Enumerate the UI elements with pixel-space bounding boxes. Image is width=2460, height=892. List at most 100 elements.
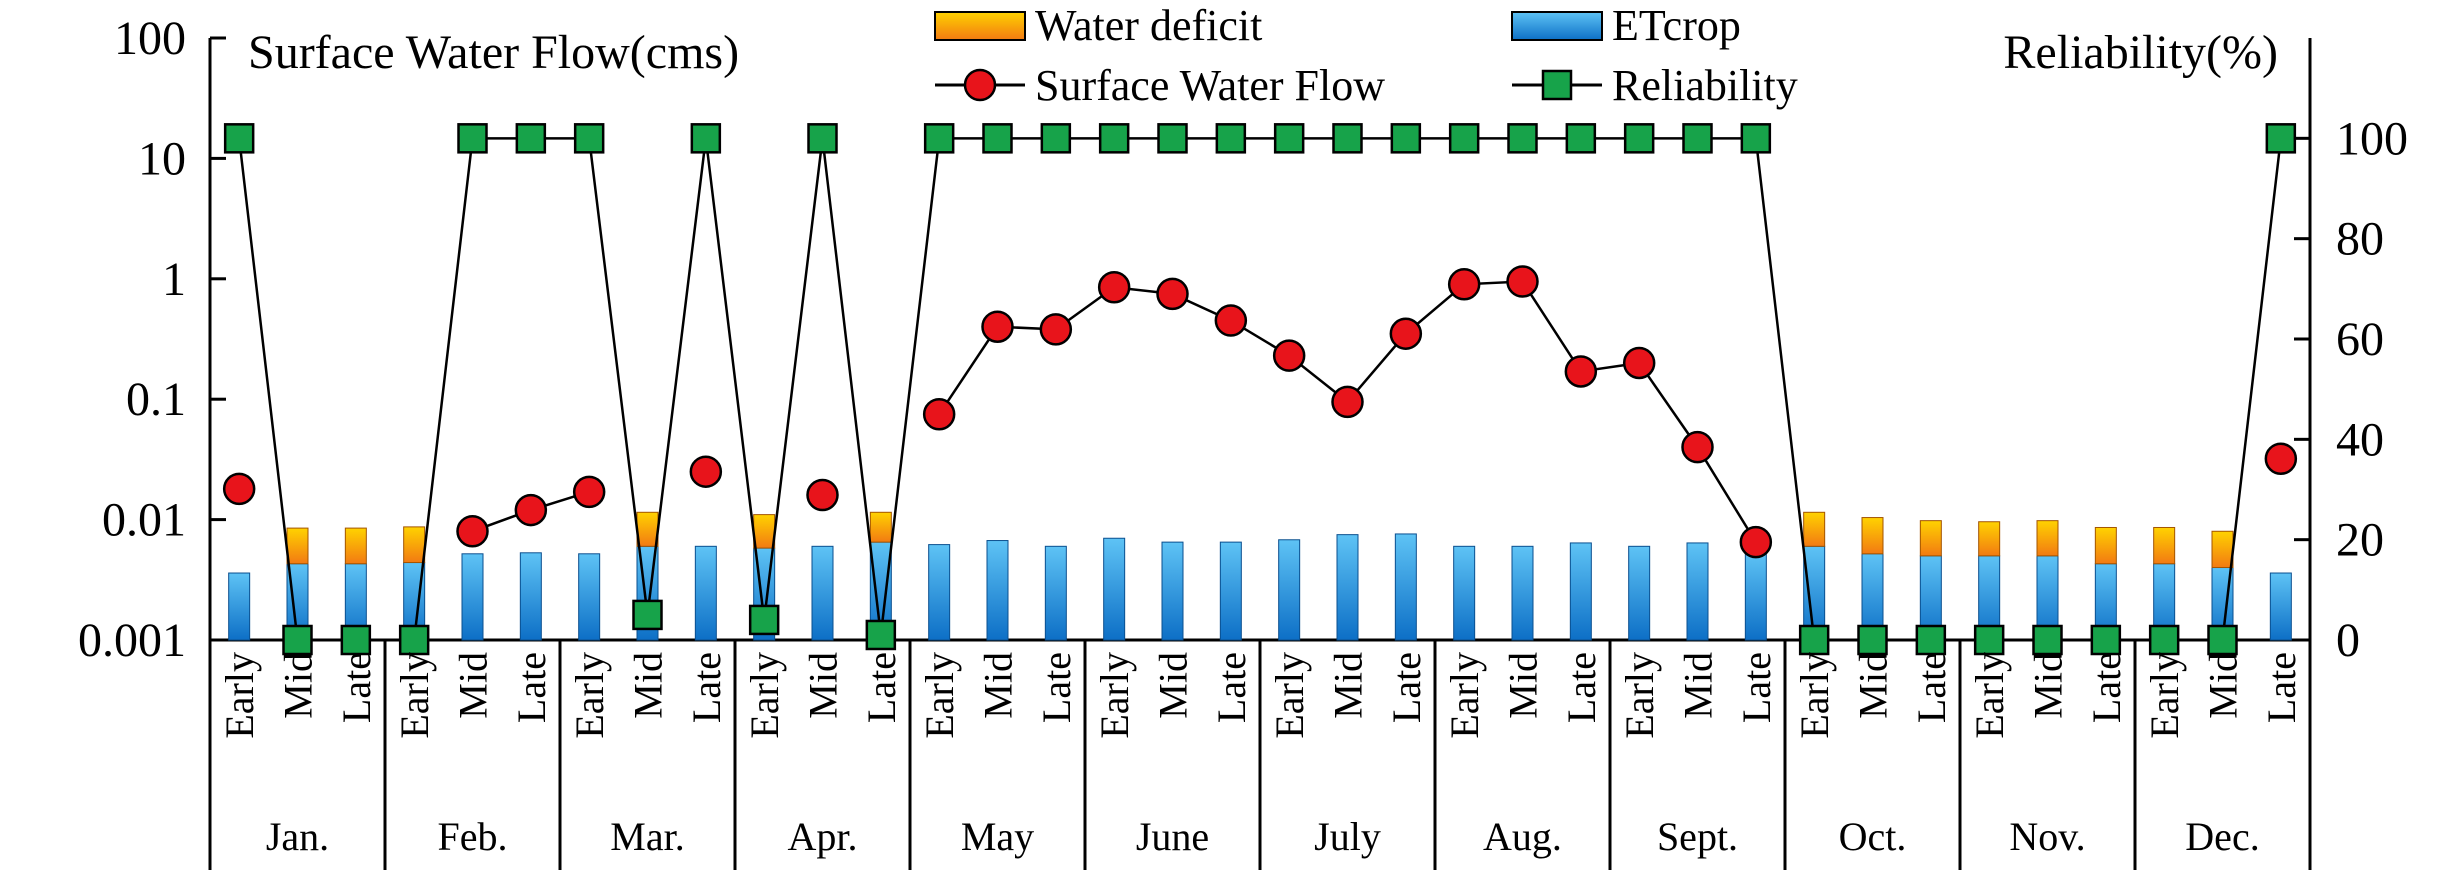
period-label: Mid: [976, 652, 1021, 719]
reliability-point: [282, 624, 313, 656]
month-label: Jan.: [266, 814, 329, 859]
reliability-point: [632, 599, 663, 631]
flow-point: [1739, 525, 1773, 559]
right-tick-label: 40: [2336, 413, 2384, 466]
reliability-point: [748, 604, 780, 636]
flow-point: [1214, 304, 1248, 337]
legend-water-deficit-swatch: [934, 11, 1026, 41]
water-deficit-bar: [2036, 520, 2059, 557]
reliability-point: [1973, 624, 2005, 656]
left-tick-label: 100: [114, 12, 186, 65]
flow-point: [981, 310, 1014, 343]
etcrop-bar: [1686, 542, 1709, 641]
flow-point: [922, 397, 956, 431]
period-label: Mid: [2201, 652, 2246, 719]
water-deficit-bar: [2094, 526, 2117, 565]
reliability-point: [923, 123, 955, 154]
legend-etcrop-label: ETcrop: [1612, 1, 1741, 50]
reliability-point: [1215, 123, 1247, 154]
period-label: Early: [742, 652, 787, 739]
reliability-point: [1157, 123, 1188, 154]
etcrop-bar: [694, 545, 717, 641]
month-label: Aug.: [1483, 814, 1562, 859]
reliability-point: [1448, 123, 1480, 154]
etcrop-bar: [1161, 541, 1184, 641]
reliability-point: [1507, 123, 1538, 154]
legend-reliability-label: Reliability: [1612, 61, 1798, 110]
water-deficit-bar: [1861, 517, 1884, 555]
water-deficit-bar: [2211, 530, 2234, 569]
flow-point: [806, 478, 839, 512]
reliability-point: [982, 123, 1013, 154]
legend-etcrop-swatch: [1511, 11, 1603, 41]
reliability-point: [398, 624, 430, 656]
reliability-point: [1682, 123, 1713, 154]
left-tick-label: 0.01: [102, 494, 186, 547]
period-label: Mid: [276, 652, 321, 719]
flow-point: [1506, 265, 1539, 298]
reliability-point: [1332, 123, 1363, 154]
flow-point: [1331, 385, 1364, 419]
period-label: Early: [1792, 652, 1837, 739]
etcrop-bar: [1394, 533, 1417, 641]
flow-point: [1681, 430, 1714, 464]
period-label: Early: [217, 652, 262, 739]
right-axis-ticks: 0 20 40 60 80 100: [2294, 112, 2408, 667]
period-label: Early: [392, 652, 437, 739]
reliability-point: [1040, 123, 1072, 154]
reliability-point: [1565, 123, 1597, 154]
etcrop-bar: [1278, 539, 1301, 641]
period-label: Mid: [451, 652, 496, 719]
period-label: Mid: [1151, 652, 1196, 719]
water-deficit-bar: [286, 527, 309, 565]
left-tick-label: 0.001: [78, 614, 186, 667]
period-label: Early: [1092, 652, 1137, 739]
period-label: Late: [1909, 652, 1954, 723]
water-deficit-bar: [1919, 520, 1942, 557]
left-tick-label: 1: [162, 253, 186, 306]
right-axis-title: Reliability(%): [2003, 26, 2278, 79]
bars: [228, 511, 2292, 641]
etcrop-bar: [986, 540, 1009, 641]
water-deficit-bar: [869, 511, 892, 543]
reliability-point: [1273, 123, 1305, 154]
month-label: Oct.: [1839, 814, 1907, 859]
flow-point: [1039, 313, 1073, 346]
period-label: Late: [1209, 652, 1254, 723]
etcrop-bar: [461, 553, 484, 641]
period-label: Mid: [1676, 652, 1721, 719]
period-label: Late: [684, 652, 729, 723]
reliability-point: [1390, 123, 1422, 154]
right-tick-label: 0: [2336, 614, 2360, 667]
period-label: Late: [1734, 652, 1779, 723]
reliability-point: [690, 123, 722, 154]
flow-point: [1097, 271, 1131, 304]
etcrop-bar: [811, 545, 834, 641]
etcrop-bar: [578, 553, 601, 641]
month-label: Mar.: [610, 814, 684, 859]
reliability-point: [1857, 624, 1888, 656]
legend-reliability-marker: [1541, 69, 1573, 101]
month-label: Sept.: [1657, 814, 1738, 859]
water-deficit-bar: [1978, 521, 2001, 557]
reliability-point: [1623, 123, 1655, 154]
flow-point: [2264, 442, 2298, 476]
reliability-point: [573, 123, 605, 154]
period-label: Late: [1034, 652, 1079, 723]
period-label: Late: [1384, 652, 1429, 723]
reliability-point: [2032, 624, 2063, 656]
period-label: Mid: [1851, 652, 1896, 719]
reliability-point: [223, 123, 255, 154]
reliability-point: [2090, 624, 2122, 656]
water-deficit-bar: [2153, 526, 2176, 565]
left-axis-title: Surface Water Flow(cms): [248, 26, 739, 79]
period-label: Late: [2084, 652, 2129, 723]
right-tick-label: 60: [2336, 313, 2384, 366]
flow-point: [1564, 355, 1598, 388]
water-deficit-bar: [403, 526, 426, 564]
reliability-point: [1915, 624, 1947, 656]
month-label: Apr.: [788, 814, 858, 859]
etcrop-bar: [1336, 534, 1359, 641]
period-label: Mid: [1501, 652, 1546, 719]
